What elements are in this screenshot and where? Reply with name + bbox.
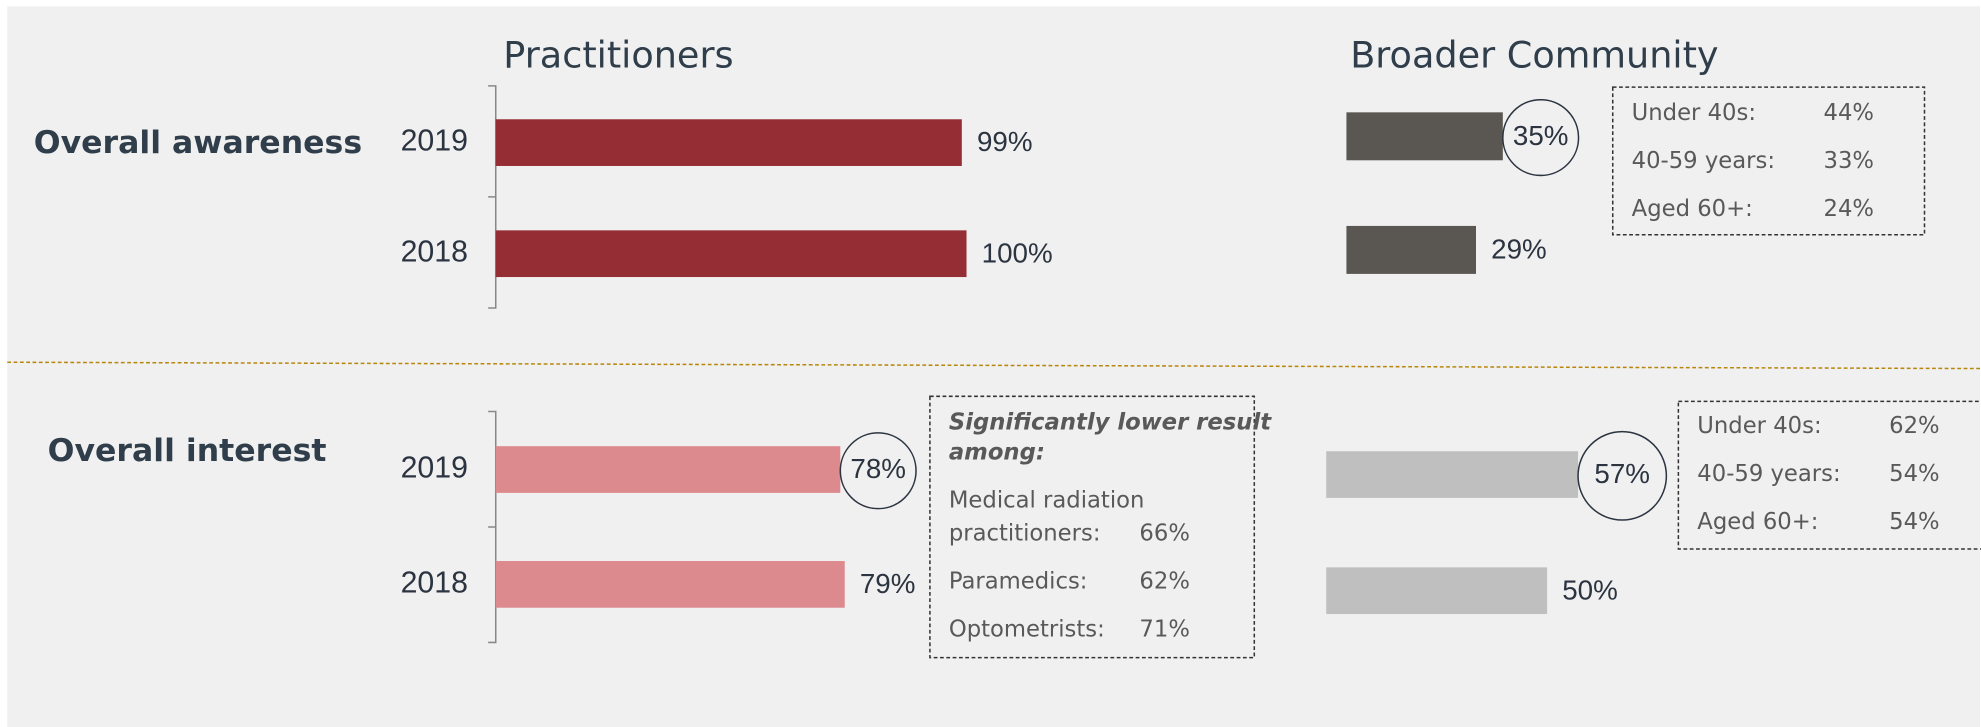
breakdown-label: Paramedics: — [949, 568, 1088, 594]
bar — [495, 230, 967, 278]
breakdown-value: 33% — [1824, 148, 1874, 174]
breakdown-label: Under 40s: — [1632, 100, 1756, 126]
bar — [1326, 567, 1548, 615]
breakdown-label: Medical radiation — [949, 488, 1145, 514]
value-label: 57% — [1594, 458, 1650, 489]
breakdown-box — [929, 395, 1256, 659]
breakdown-value: 62% — [1889, 413, 1939, 439]
row-label: Overall interest — [48, 433, 327, 469]
value-label: 99% — [977, 126, 1033, 157]
category-label: 2018 — [401, 236, 468, 269]
bar — [1326, 451, 1579, 498]
value-label: 78% — [850, 453, 906, 484]
breakdown-value: 44% — [1824, 100, 1874, 126]
column-title: Broader Community — [1350, 33, 1718, 76]
highlight-circle — [1577, 430, 1668, 521]
highlight-circle — [1502, 98, 1580, 177]
row-label: Overall awareness — [34, 125, 362, 161]
breakdown-value: 24% — [1824, 196, 1874, 222]
breakdown-label: Aged 60+: — [1697, 509, 1818, 535]
bar — [495, 119, 962, 166]
background — [7, 6, 1981, 727]
category-axis — [488, 85, 497, 309]
value-label: 100% — [982, 237, 1053, 268]
breakdown-title: among: — [949, 440, 1045, 466]
bar — [495, 561, 845, 608]
category-label: 2019 — [401, 452, 468, 485]
breakdown-value: 62% — [1139, 568, 1189, 594]
breakdown-value: 54% — [1889, 509, 1939, 535]
value-label: 50% — [1562, 574, 1618, 605]
breakdown-label: 40-59 years: — [1632, 148, 1775, 174]
breakdown-title: Significantly lower result — [949, 409, 1272, 435]
value-label: 29% — [1491, 233, 1547, 264]
breakdown-value: 54% — [1889, 461, 1939, 487]
divider — [7, 361, 1981, 370]
bar — [495, 446, 841, 493]
category-label: 2019 — [401, 125, 468, 158]
breakdown-label: 40-59 years: — [1697, 461, 1840, 487]
breakdown-box — [1677, 400, 1981, 550]
breakdown-box — [1611, 86, 1926, 236]
breakdown-label: Under 40s: — [1697, 413, 1821, 439]
category-axis — [488, 410, 497, 644]
highlight-circle — [839, 432, 917, 510]
breakdown-value: 66% — [1139, 520, 1189, 546]
column-title: Practitioners — [503, 33, 733, 76]
breakdown-label: practitioners: — [949, 520, 1101, 546]
breakdown-label: Aged 60+: — [1632, 196, 1753, 222]
bar — [1346, 225, 1476, 274]
breakdown-label: Optometrists: — [949, 616, 1105, 642]
category-label: 2018 — [401, 566, 468, 599]
value-label: 79% — [860, 568, 916, 599]
value-label: 35% — [1513, 120, 1569, 151]
bar — [1346, 112, 1503, 161]
breakdown-value: 71% — [1139, 616, 1189, 642]
